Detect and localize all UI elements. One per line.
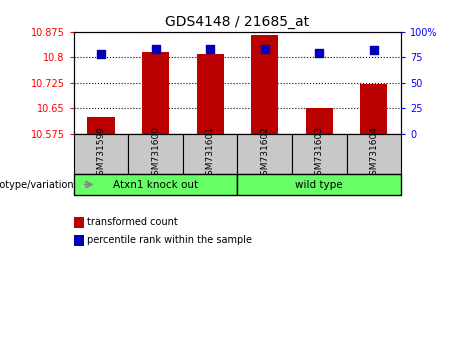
Bar — [251, 35, 278, 133]
Point — [315, 50, 323, 56]
Bar — [360, 85, 387, 133]
Text: transformed count: transformed count — [87, 217, 177, 227]
Bar — [347, 133, 401, 175]
Bar — [306, 108, 333, 133]
Title: GDS4148 / 21685_at: GDS4148 / 21685_at — [165, 16, 309, 29]
Bar — [237, 133, 292, 175]
Text: wild type: wild type — [296, 179, 343, 189]
Bar — [196, 54, 224, 133]
Point — [207, 46, 214, 52]
Text: percentile rank within the sample: percentile rank within the sample — [87, 235, 252, 245]
Point — [261, 46, 268, 52]
Bar — [183, 133, 237, 175]
Text: GSM731602: GSM731602 — [260, 126, 269, 182]
Text: Atxn1 knock out: Atxn1 knock out — [113, 179, 198, 189]
Bar — [292, 133, 347, 175]
Text: GSM731601: GSM731601 — [206, 126, 215, 182]
Text: GSM731603: GSM731603 — [315, 126, 324, 182]
Bar — [237, 175, 401, 195]
Point — [152, 46, 160, 52]
Bar — [88, 117, 115, 133]
Text: GSM731600: GSM731600 — [151, 126, 160, 182]
Point — [97, 51, 105, 57]
Bar — [142, 52, 169, 133]
Point — [370, 47, 378, 53]
Text: genotype/variation: genotype/variation — [0, 179, 74, 189]
Bar — [128, 133, 183, 175]
Bar — [74, 133, 128, 175]
Bar — [74, 175, 237, 195]
Text: GSM731604: GSM731604 — [369, 126, 378, 182]
Text: GSM731599: GSM731599 — [96, 126, 106, 182]
